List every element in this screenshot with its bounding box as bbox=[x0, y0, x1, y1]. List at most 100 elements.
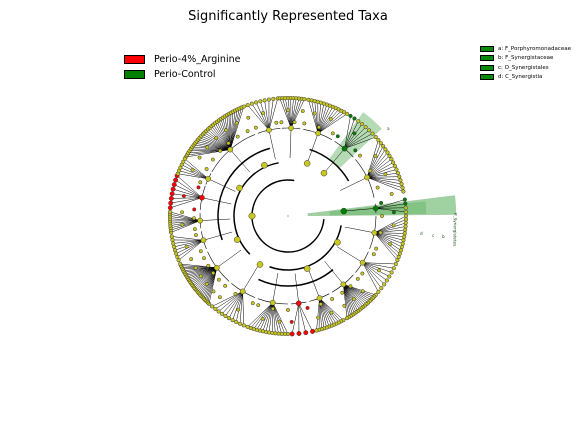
leaf-branch bbox=[311, 100, 319, 134]
clade-branch bbox=[308, 270, 320, 299]
genus-node bbox=[274, 120, 279, 125]
clade-node bbox=[200, 237, 207, 244]
leaf-branch bbox=[366, 155, 390, 178]
clade-node bbox=[199, 194, 205, 201]
leaf-node bbox=[230, 318, 235, 323]
leaf-node bbox=[310, 328, 315, 334]
clade-legend-item: c: O_Synergistales bbox=[480, 63, 571, 73]
genus-node bbox=[368, 168, 373, 173]
class-node bbox=[303, 160, 311, 167]
genus-node bbox=[371, 252, 376, 257]
leaf-branch bbox=[170, 197, 202, 209]
genus-node bbox=[377, 268, 381, 273]
clade-branch bbox=[337, 246, 363, 263]
leaf-branch bbox=[290, 98, 297, 129]
leaf-branch bbox=[194, 267, 217, 288]
leaf-node bbox=[402, 234, 407, 239]
leaf-branch bbox=[344, 133, 373, 149]
leaf-node bbox=[403, 227, 408, 232]
leaf-branch bbox=[171, 220, 201, 233]
leaf-node bbox=[266, 97, 272, 102]
leaf-node bbox=[359, 122, 365, 127]
leaf-node bbox=[352, 116, 357, 121]
leaf-branch bbox=[178, 170, 209, 180]
leaf-branch bbox=[171, 236, 204, 241]
leaf-branch bbox=[180, 265, 217, 268]
leaf-node bbox=[398, 178, 403, 183]
genus-node bbox=[226, 141, 231, 146]
clade-node bbox=[197, 217, 203, 224]
leaf-branch bbox=[374, 215, 407, 234]
genus-node bbox=[194, 233, 198, 238]
genus-node bbox=[256, 303, 261, 308]
leaf-branch bbox=[343, 284, 351, 316]
leaf-branch bbox=[282, 98, 292, 129]
leaf-branch bbox=[344, 136, 376, 149]
leaf-node bbox=[168, 195, 174, 201]
leaf-branch bbox=[264, 100, 270, 131]
leaf-branch bbox=[242, 291, 245, 326]
leaf-node bbox=[376, 138, 381, 143]
leaf-node bbox=[387, 274, 392, 279]
leaf-branch bbox=[287, 97, 292, 129]
leaf-node bbox=[170, 237, 175, 243]
genus-node bbox=[233, 291, 238, 296]
clade-branch bbox=[230, 149, 251, 173]
clade-node bbox=[364, 174, 370, 181]
leaf-branch bbox=[344, 130, 370, 149]
clade-branch bbox=[201, 197, 232, 205]
leaf-branch bbox=[343, 284, 373, 299]
leaf-branch bbox=[195, 143, 231, 150]
leaf-branch bbox=[206, 130, 231, 150]
leaf-branch bbox=[317, 110, 342, 134]
leaf-branch bbox=[172, 193, 202, 198]
clade-branch bbox=[268, 130, 276, 160]
leaf-branch bbox=[221, 291, 243, 314]
leaf-branch bbox=[375, 207, 406, 209]
leaf-branch bbox=[298, 303, 313, 332]
leaf-branch bbox=[343, 284, 370, 302]
leaf-node bbox=[289, 331, 295, 337]
genus-node bbox=[342, 303, 347, 308]
genus-node bbox=[270, 306, 275, 311]
genus-node bbox=[302, 121, 307, 126]
leaf-branch bbox=[344, 123, 363, 149]
leaf-node bbox=[168, 200, 174, 206]
genus-node bbox=[235, 134, 240, 139]
leaf-node bbox=[389, 270, 394, 275]
leaf-branch bbox=[177, 240, 204, 258]
genus-node bbox=[286, 108, 290, 112]
leaf-node bbox=[344, 111, 350, 116]
leaf-branch bbox=[259, 302, 273, 331]
leaf-branch bbox=[374, 232, 402, 248]
order-arc bbox=[309, 148, 350, 182]
leaf-node bbox=[400, 241, 405, 246]
leaf-branch bbox=[343, 284, 364, 308]
leaf-branch bbox=[236, 291, 243, 323]
leaf-branch bbox=[250, 302, 273, 329]
leaf-branch bbox=[189, 149, 231, 152]
leaf-branch bbox=[230, 108, 240, 150]
genus-node bbox=[380, 214, 384, 218]
leaf-node bbox=[394, 167, 399, 172]
genus-node bbox=[204, 167, 209, 171]
leaf-node bbox=[403, 224, 408, 229]
leaf-branch bbox=[181, 164, 209, 180]
leaf-branch bbox=[268, 98, 274, 131]
leaf-branch bbox=[201, 135, 231, 150]
leaf-node bbox=[387, 153, 392, 158]
leaf-branch bbox=[211, 126, 231, 150]
leaf-branch bbox=[362, 262, 379, 292]
genus-node bbox=[198, 249, 203, 254]
leaf-branch bbox=[173, 188, 202, 198]
leaf-node bbox=[262, 98, 267, 103]
genus-node bbox=[279, 120, 284, 125]
leaf-branch bbox=[367, 177, 403, 188]
order-arc bbox=[258, 269, 334, 287]
leaf-branch bbox=[291, 303, 299, 334]
leaf-node bbox=[271, 96, 276, 101]
leaf-branch bbox=[230, 107, 242, 150]
leaf-branch bbox=[298, 303, 307, 333]
genus-node bbox=[383, 172, 388, 177]
